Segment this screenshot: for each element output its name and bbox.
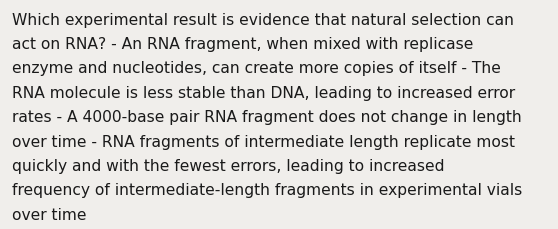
Text: over time: over time: [12, 207, 87, 222]
Text: rates - A 4000-base pair RNA fragment does not change in length: rates - A 4000-base pair RNA fragment do…: [12, 110, 522, 125]
Text: frequency of intermediate-length fragments in experimental vials: frequency of intermediate-length fragmen…: [12, 183, 522, 197]
Text: act on RNA? - An RNA fragment, when mixed with replicase: act on RNA? - An RNA fragment, when mixe…: [12, 37, 474, 52]
Text: Which experimental result is evidence that natural selection can: Which experimental result is evidence th…: [12, 13, 514, 27]
Text: enzyme and nucleotides, can create more copies of itself - The: enzyme and nucleotides, can create more …: [12, 61, 501, 76]
Text: quickly and with the fewest errors, leading to increased: quickly and with the fewest errors, lead…: [12, 158, 445, 173]
Text: over time - RNA fragments of intermediate length replicate most: over time - RNA fragments of intermediat…: [12, 134, 515, 149]
Text: RNA molecule is less stable than DNA, leading to increased error: RNA molecule is less stable than DNA, le…: [12, 85, 516, 100]
